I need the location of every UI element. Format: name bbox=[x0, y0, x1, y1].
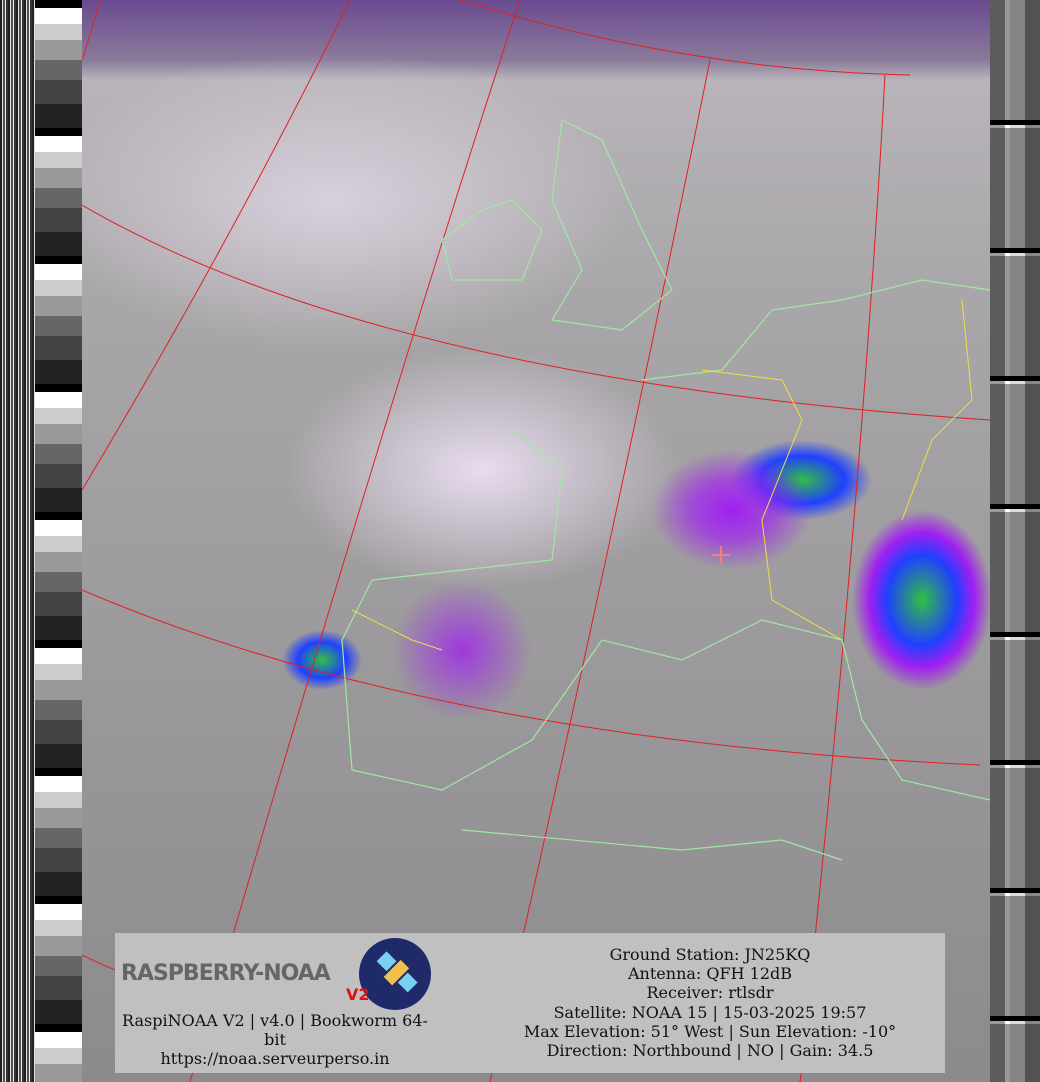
station-marker-icon bbox=[712, 546, 730, 564]
version-line: RaspiNOAA V2 | v4.0 | Bookworm 64-bit bbox=[122, 1011, 428, 1049]
ground-station: Ground Station: JN25KQ bbox=[609, 945, 811, 964]
receiver: Receiver: rtlsdr bbox=[646, 983, 774, 1003]
lat-lon-grid bbox=[82, 0, 990, 1082]
website-link[interactable]: https://noaa.serveurperso.in bbox=[160, 1049, 390, 1068]
satellite-image bbox=[82, 0, 990, 1082]
satellite-logo-icon bbox=[359, 938, 431, 1010]
direction: Direction: Northbound | NO | Gain: 34.5 bbox=[546, 1041, 874, 1061]
meridian bbox=[189, 0, 521, 1082]
meridian bbox=[82, 0, 351, 491]
map-overlay bbox=[82, 0, 990, 1082]
logo-text: RASPBERRY-NOAA bbox=[121, 961, 331, 986]
telemetry-wedge bbox=[35, 0, 82, 1082]
sync-strip bbox=[0, 0, 35, 1082]
meridian bbox=[799, 74, 886, 1082]
info-panel: RASPBERRY-NOAA V2 RaspiNOAA V2 | v4.0 | … bbox=[115, 933, 945, 1073]
parallel bbox=[459, 0, 911, 76]
coastlines bbox=[341, 119, 990, 861]
software-info: RaspiNOAA V2 | v4.0 | Bookworm 64-bit ht… bbox=[115, 1011, 435, 1068]
meridian bbox=[489, 59, 711, 1082]
pass-info: Ground Station: JN25KQ Antenna: QFH 12dB… bbox=[475, 945, 945, 1060]
satellite: Satellite: NOAA 15 | 15-03-2025 19:57 bbox=[553, 1002, 867, 1022]
raspberry-noaa-logo: RASPBERRY-NOAA V2 bbox=[121, 937, 431, 1010]
borders bbox=[351, 299, 973, 651]
logo-badge: V2 bbox=[346, 985, 370, 1004]
antenna: Antenna: QFH 12dB bbox=[628, 964, 792, 984]
parallel bbox=[82, 204, 990, 421]
telemetry-strip-right bbox=[990, 0, 1040, 1082]
parallel bbox=[82, 589, 981, 766]
meridian bbox=[82, 0, 101, 61]
elevation: Max Elevation: 51° West | Sun Elevation:… bbox=[523, 1021, 897, 1041]
